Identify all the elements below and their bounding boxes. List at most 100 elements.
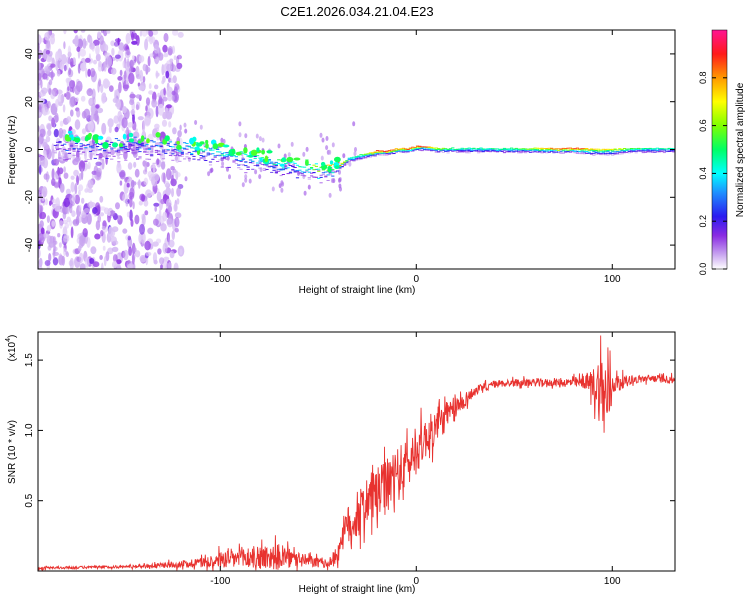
- spectrogram-cell: [371, 155, 375, 157]
- spectrogram-cell: [143, 151, 147, 152]
- spectrogram-cell: [479, 151, 483, 153]
- colorbar-gradient: [711, 29, 728, 270]
- spectrogram-cell: [611, 153, 615, 155]
- spectrogram-cell: [582, 153, 587, 155]
- spectrogram-cell: [232, 154, 236, 156]
- spectrogram-noise-cell: [220, 156, 224, 162]
- spectrogram-cell: [307, 171, 311, 173]
- spectrogram-noise-cell: [80, 62, 87, 72]
- spectrogram-cell: [618, 153, 622, 155]
- spectrogram-noise-cell: [69, 194, 75, 205]
- spectrogram-cell: [646, 150, 650, 152]
- spectrogram-cell: [613, 151, 617, 153]
- spectrogram-cell: [425, 146, 429, 148]
- spectrogram-cell: [519, 148, 523, 150]
- spectrogram-noise-cell: [238, 121, 242, 127]
- spectrogram-x-tick-label: 100: [604, 274, 621, 285]
- spectrogram-cell: [326, 180, 330, 181]
- spectrogram-cell: [329, 160, 334, 165]
- spectrogram-cell: [552, 151, 556, 153]
- spectrogram-cell: [498, 150, 502, 152]
- spectrogram-cell: [507, 149, 511, 151]
- spectrogram-cell: [91, 145, 95, 147]
- spectrogram-cell: [547, 149, 551, 151]
- spectrogram-cell: [547, 147, 551, 149]
- spectrogram-noise-cell: [47, 123, 52, 131]
- spectrogram-cell: [65, 150, 69, 151]
- spectrogram-noise-cell: [99, 35, 104, 46]
- spectrogram-noise-cell: [95, 161, 102, 166]
- spectrogram-cell: [460, 151, 464, 152]
- spectrogram-cell: [592, 154, 596, 156]
- spectrogram-noise-cell: [174, 83, 180, 91]
- spectrogram-cell: [368, 155, 372, 157]
- spectrogram-noise-cell: [281, 181, 285, 187]
- spectrogram-noise-cell: [101, 158, 105, 170]
- spectrogram-cell: [244, 172, 248, 174]
- spectrogram-cell: [338, 168, 342, 170]
- spectrogram-noise-cell: [95, 53, 101, 62]
- spectrogram-cell: [672, 148, 675, 150]
- spectrogram-noise-cell: [70, 226, 74, 239]
- spectrogram-noise-cell: [74, 119, 81, 130]
- spectrogram-noise-cell: [50, 90, 56, 100]
- spectrogram-noise-cell: [138, 179, 141, 189]
- spectrogram-cell: [63, 152, 67, 154]
- spectrogram-cell: [237, 164, 241, 166]
- spectrogram-cell: [303, 175, 307, 177]
- spectrogram-noise-cell: [43, 233, 50, 239]
- spectrogram-cell: [665, 148, 669, 150]
- spectrogram-cell: [143, 145, 147, 147]
- spectrogram-noise-cell: [160, 91, 164, 97]
- spectrogram-noise-cell: [122, 60, 126, 69]
- spectrogram-cell: [488, 148, 492, 150]
- spectrogram-cell: [270, 162, 274, 164]
- spectrogram-noise-cell: [179, 124, 182, 131]
- spectrogram-cell: [145, 144, 149, 145]
- spectrogram-cell: [644, 148, 648, 149]
- spectrogram-cell: [147, 147, 151, 149]
- spectrogram-noise-cell: [171, 94, 175, 102]
- spectrogram-cell: [183, 148, 187, 150]
- spectrogram-noise-cell: [58, 127, 64, 139]
- spectrogram-cell: [159, 142, 163, 144]
- spectrogram-noise-cell: [125, 201, 129, 207]
- spectrogram-cell: [267, 166, 271, 168]
- spectrogram-noise-cell: [99, 195, 104, 203]
- spectrogram-y-tick-label: -40: [24, 237, 35, 252]
- spectrogram-cell: [345, 160, 349, 162]
- spectrogram-noise-cell: [95, 220, 101, 231]
- spectrogram-noise-cell: [258, 136, 262, 142]
- spectrogram-cell: [150, 145, 154, 147]
- spectrogram-noise-cell: [101, 92, 106, 104]
- spectrogram-cell: [357, 158, 361, 160]
- spectrogram-noise-cell: [63, 41, 66, 50]
- spectrogram-noise-cell: [328, 149, 332, 155]
- spectrogram-noise-cell: [165, 168, 172, 181]
- spectrogram-cell: [488, 150, 492, 152]
- spectrogram-cell: [625, 149, 629, 151]
- spectrogram-noise-cell: [75, 215, 80, 226]
- spectrogram-cell: [157, 154, 161, 155]
- spectrogram-cell: [190, 147, 194, 149]
- spectrogram-cell: [404, 150, 408, 152]
- spectrogram-cell: [314, 168, 318, 170]
- spectrogram-cell: [592, 148, 596, 150]
- spectrogram-cell: [622, 148, 627, 149]
- spectrogram-noise-cell: [69, 204, 73, 214]
- spectrogram-cell: [406, 149, 410, 150]
- spectrogram-cell: [300, 166, 304, 168]
- spectrogram-cell: [418, 145, 422, 147]
- spectrogram-cell: [124, 148, 128, 149]
- spectrogram-cell: [493, 149, 497, 151]
- spectrogram-cell: [128, 132, 134, 138]
- spectrogram-cell: [256, 164, 260, 166]
- spectrogram-noise-cell: [174, 217, 180, 228]
- spectrogram-noise-cell: [63, 30, 67, 35]
- spectrogram-cell: [439, 149, 443, 151]
- spectrogram-noise-cell: [174, 171, 181, 178]
- spectrogram-cell: [340, 166, 344, 167]
- spectrogram-cell: [441, 147, 445, 149]
- spectrogram-noise-cell: [153, 259, 158, 265]
- spectrogram-noise-cell: [88, 201, 96, 208]
